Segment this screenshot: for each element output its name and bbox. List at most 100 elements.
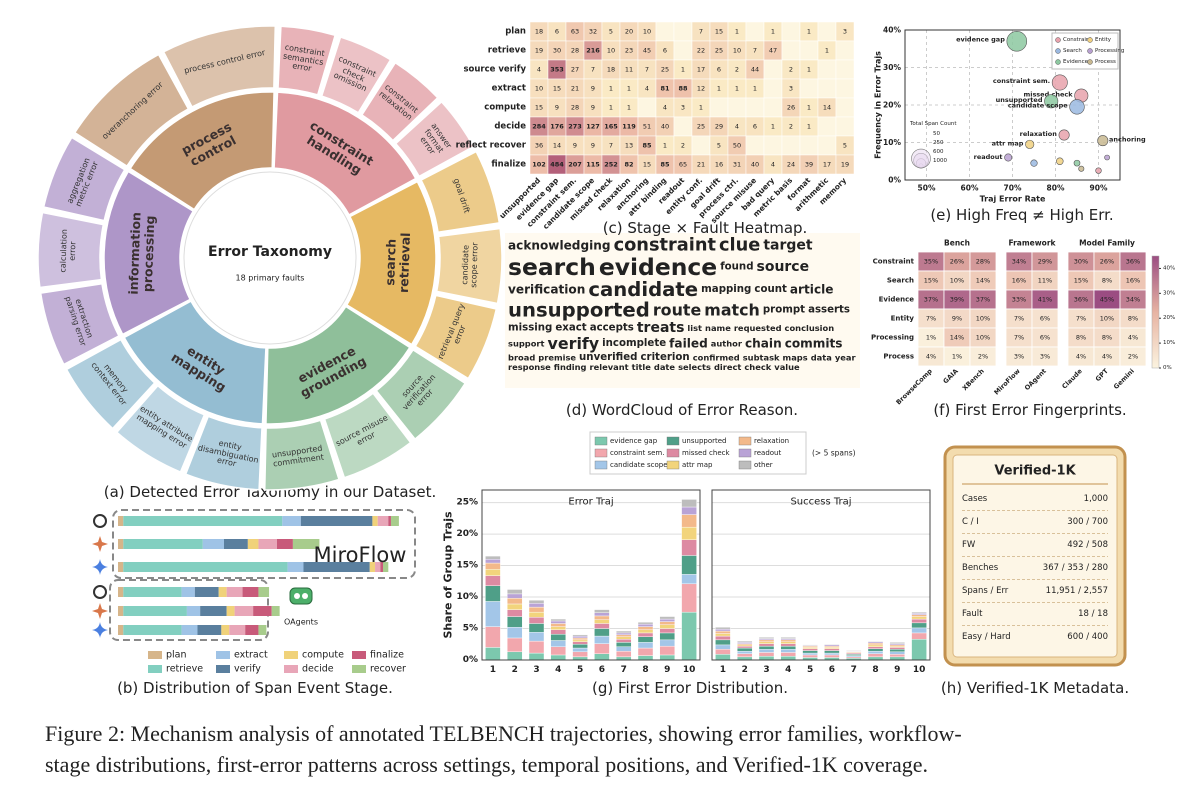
word: prompt: [763, 305, 805, 316]
bar-segment: [637, 623, 654, 627]
fault-segment: [360, 61, 439, 142]
fingerprint-value: 36%: [1074, 296, 1088, 304]
fault-label-group: unsupported commitment: [271, 444, 324, 469]
bar-segment: [737, 650, 753, 654]
bar-segment: [550, 640, 566, 647]
bar-segment: [911, 627, 927, 634]
size-legend-label: 50: [933, 131, 940, 137]
word: year: [835, 352, 857, 362]
heatmap-row-label: reflect recover: [456, 141, 527, 151]
bar-segment: [867, 650, 884, 654]
stage-segment: [123, 516, 283, 526]
heatmap-value: 19: [535, 47, 543, 55]
bubble: [1056, 157, 1064, 165]
stage-segment: [377, 516, 389, 526]
legend-swatch: [148, 651, 162, 659]
fingerprint-row-label: Processing: [871, 334, 914, 342]
x-tick-label: 9: [894, 665, 900, 675]
heatmap-empty: [781, 21, 801, 42]
y-tick-label: 10%: [883, 138, 901, 147]
legend-label: finalize: [370, 650, 404, 661]
bar-segment: [681, 574, 697, 585]
size-legend-label: 250: [933, 140, 944, 146]
family-segment: [273, 91, 417, 216]
heatmap-value: 1: [807, 123, 811, 131]
bar-segment: [659, 624, 675, 629]
card-key: Fault: [962, 609, 983, 619]
stage-segment: [218, 587, 227, 597]
bubble: [1097, 135, 1109, 147]
bar-segment: [681, 526, 697, 540]
heatmap-empty: [817, 135, 837, 156]
word: broad: [508, 352, 535, 362]
x-tick-label: 1: [490, 665, 496, 675]
caption-a: (a) Detected Error Taxonomy in our Datas…: [104, 483, 437, 501]
bar-segment: [637, 626, 654, 630]
legend-swatch: [284, 651, 298, 659]
bar-segment: [824, 644, 840, 646]
bar-segment: [550, 618, 566, 622]
bar-segment: [911, 616, 927, 620]
word: support: [508, 339, 545, 349]
fingerprint-cell: [1119, 346, 1147, 367]
heatmap-value: 1: [771, 28, 775, 36]
robot-eye: [294, 593, 300, 599]
x-tick-label: 3: [763, 665, 769, 675]
bar-segment: [637, 655, 654, 661]
fault-label: constraint semantics error: [282, 42, 326, 74]
heatmap-value: 1: [807, 66, 811, 74]
card-value: 300 / 700: [1067, 517, 1108, 527]
heatmap-row-label: plan: [505, 27, 526, 37]
bar-segment: [780, 645, 796, 650]
family-label: search retrieval: [382, 232, 413, 294]
bar-segment: [507, 589, 523, 595]
bar-segment: [780, 652, 796, 657]
bar-segment: [659, 632, 675, 641]
heatmap-value: 18: [607, 66, 615, 74]
bar-segment: [507, 616, 523, 628]
bar-segment: [659, 628, 675, 634]
heatmap-value: 22: [697, 47, 705, 55]
heatmap-value: 2: [789, 123, 793, 131]
word: conclusion: [785, 323, 835, 333]
heatmap-value: 19: [841, 161, 849, 169]
fingerprint-value: 16%: [1126, 277, 1140, 285]
stage-segment: [247, 539, 259, 549]
heatmap-value: 30: [553, 47, 561, 55]
heatmap-value: 18: [535, 28, 543, 36]
fault-segment: [37, 211, 105, 289]
heatmap-value: 5: [843, 142, 847, 150]
bar-segment: [715, 649, 731, 655]
x-tick-label: 2: [512, 665, 518, 675]
bar-segment: [681, 514, 697, 528]
word: unverified: [579, 352, 637, 363]
bar-segment: [594, 653, 610, 661]
word: count: [754, 284, 787, 295]
heatmap-value: 21: [571, 85, 579, 93]
fingerprint-value: 15%: [1074, 277, 1088, 285]
heatmap-empty: [817, 21, 837, 42]
bubble-label: candidate scope: [1008, 101, 1068, 109]
fingerprint-value: 33%: [1012, 296, 1026, 304]
legend-swatch: [666, 460, 680, 470]
heatmap-value: 1: [807, 28, 811, 36]
legend-swatch: [148, 665, 162, 673]
model-icon: [92, 603, 108, 619]
word: incomplete: [602, 338, 666, 349]
fault-segment: [435, 227, 503, 305]
word: verification: [508, 283, 585, 297]
fault-label-box: candidate scope error: [460, 242, 479, 288]
card-key: C / I: [962, 517, 979, 527]
heatmap-value: 27: [571, 66, 579, 74]
heatmap-empty: [763, 59, 783, 80]
heatmap-value: 81: [660, 85, 670, 93]
bar-segment: [867, 640, 884, 642]
heatmap-value: 1: [717, 85, 721, 93]
legend-label: extract: [234, 650, 268, 661]
bar-segment: [758, 643, 775, 647]
bar-segment: [911, 614, 927, 617]
stage-segment: [300, 516, 373, 526]
family-segment: [345, 180, 437, 346]
bar-segment: [507, 627, 523, 639]
word: commits: [785, 337, 843, 351]
